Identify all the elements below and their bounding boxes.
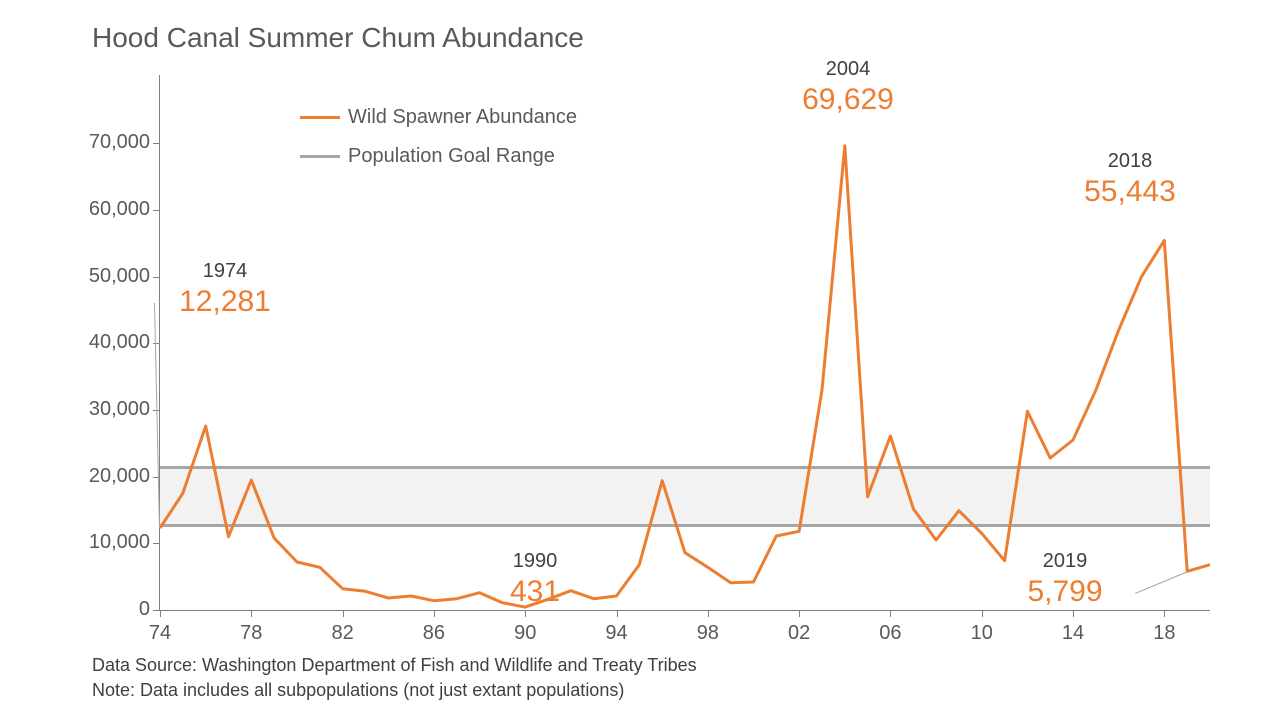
callout-value: 69,629: [768, 83, 928, 117]
callout-value: 12,281: [145, 285, 305, 319]
series-line: [0, 0, 1280, 720]
callout-value: 55,443: [1050, 175, 1210, 209]
callout-year: 1990: [485, 550, 585, 573]
callout-year: 1974: [175, 260, 275, 283]
callout-year: 2018: [1080, 150, 1180, 173]
callout-year: 2019: [1015, 550, 1115, 573]
callout-value: 431: [455, 575, 615, 609]
callout-year: 2004: [798, 58, 898, 81]
callout-value: 5,799: [985, 575, 1145, 609]
